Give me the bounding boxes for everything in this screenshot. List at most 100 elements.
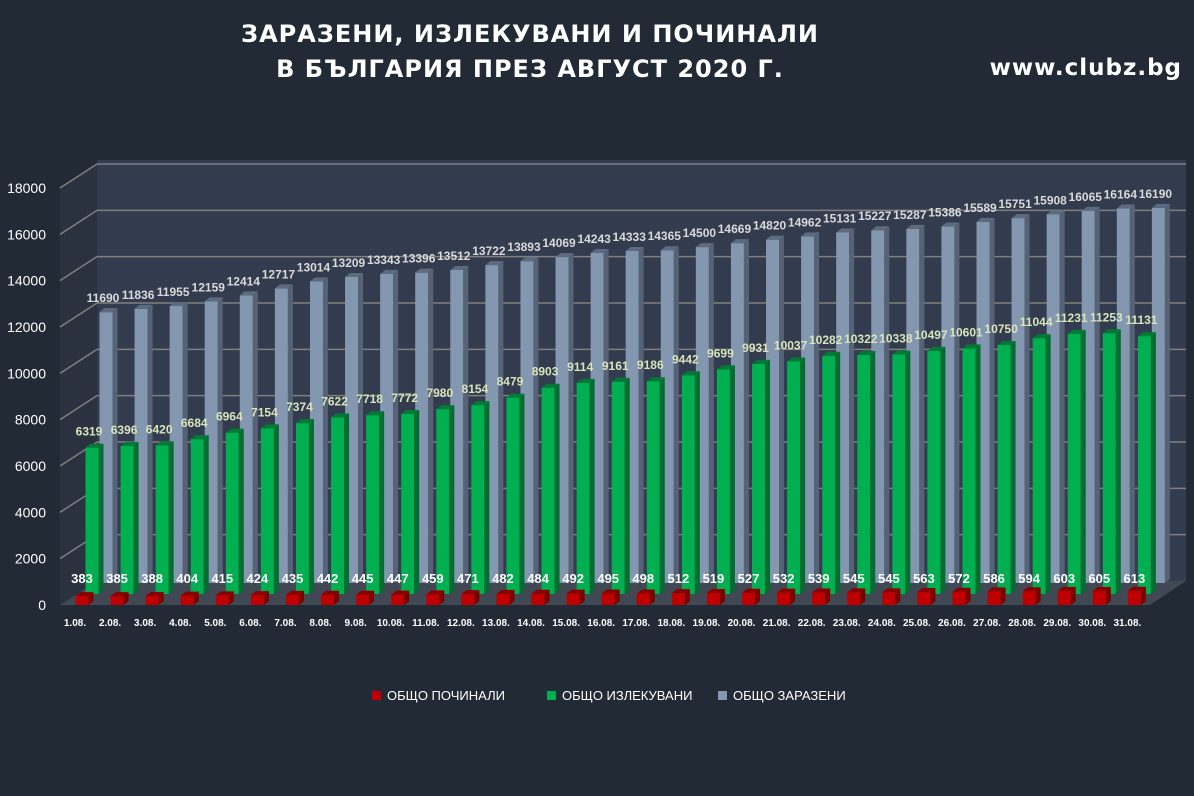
data-label-0: 586 xyxy=(983,571,1005,586)
bar-1-side xyxy=(273,424,279,594)
data-label-0: 512 xyxy=(668,571,690,586)
bar-1-top xyxy=(190,435,209,440)
bar-0-top xyxy=(601,589,620,594)
bar-1-front xyxy=(787,361,801,594)
bar-0-top xyxy=(777,588,796,593)
bar-2-top xyxy=(204,297,223,302)
data-label-2: 14500 xyxy=(683,226,717,240)
data-label-0: 471 xyxy=(457,571,479,586)
bar-0-side xyxy=(1105,586,1111,605)
data-label-1: 11231 xyxy=(1055,311,1088,325)
data-label-1: 7622 xyxy=(321,394,348,408)
bar-0-front xyxy=(706,592,720,605)
x-tick-label: 15.08. xyxy=(552,618,580,629)
data-label-0: 435 xyxy=(282,571,304,586)
bar-1-top xyxy=(541,383,560,388)
bar-2-top xyxy=(1046,210,1065,215)
bar-0-top xyxy=(215,591,234,596)
bar-0-side xyxy=(1070,587,1076,605)
data-label-2: 13209 xyxy=(332,256,366,270)
bar-0-front xyxy=(987,591,1001,605)
bar-0-side xyxy=(228,591,234,605)
x-tick-label: 30.08. xyxy=(1078,618,1106,629)
bar-2-side xyxy=(568,253,574,583)
bar-1-top xyxy=(716,365,735,370)
bar-0-top xyxy=(812,588,831,593)
bar-2-side xyxy=(393,269,399,583)
bar-0-top xyxy=(742,588,761,593)
bar-0-top xyxy=(706,588,725,593)
bar-0-top xyxy=(496,589,515,594)
data-label-2: 14333 xyxy=(613,230,647,244)
gridline-side xyxy=(59,302,98,328)
bar-1-top xyxy=(927,346,946,351)
bar-0-side xyxy=(895,588,901,605)
data-label-1: 10282 xyxy=(809,333,843,347)
x-tick-label: 26.08. xyxy=(938,618,966,629)
bar-1-top xyxy=(1137,332,1156,337)
y-tick-label: 4000 xyxy=(15,504,46,520)
bar-1-side xyxy=(344,413,350,594)
data-label-1: 7772 xyxy=(391,391,418,405)
bar-0-front xyxy=(1022,591,1036,605)
legend-item-infected: ОБЩО ЗАРАЗЕНИ xyxy=(718,688,846,703)
bar-1-top xyxy=(681,371,700,376)
data-label-0: 498 xyxy=(632,571,654,586)
data-label-0: 613 xyxy=(1124,571,1146,586)
bar-1-side xyxy=(133,441,139,594)
bar-2-top xyxy=(590,249,609,254)
bar-0-side xyxy=(474,590,480,605)
data-label-0: 492 xyxy=(562,571,584,586)
data-label-0: 519 xyxy=(703,571,725,586)
chart-title-line-2: В БЪЛГАРИЯ ПРЕЗ АВГУСТ 2020 Г. xyxy=(276,55,784,83)
bar-2-side xyxy=(814,232,820,583)
data-label-1: 6319 xyxy=(76,425,103,439)
bar-0-side xyxy=(369,590,375,605)
bar-2-side xyxy=(463,265,469,583)
bar-1-side xyxy=(975,344,981,594)
bar-1-side xyxy=(765,359,771,594)
bar-2-side xyxy=(603,249,609,583)
bar-0-front xyxy=(321,594,335,605)
bar-0-top xyxy=(75,592,94,597)
y-tick-label: 16000 xyxy=(7,226,46,242)
bar-1-front xyxy=(190,439,204,594)
bar-2-side xyxy=(112,308,118,583)
bar-1-front xyxy=(752,363,766,594)
data-label-0: 424 xyxy=(247,571,269,586)
bar-0-top xyxy=(952,587,971,592)
chart-title-line-1: ЗАРАЗЕНИ, ИЗЛЕКУВАНИ И ПОЧИНАЛИ xyxy=(241,20,819,48)
bar-1-top xyxy=(962,344,981,349)
bar-1-side xyxy=(414,409,420,594)
x-tick-label: 4.08. xyxy=(169,618,191,629)
bar-1-front xyxy=(1102,333,1116,594)
y-tick-label: 10000 xyxy=(7,365,46,381)
bar-0-top xyxy=(1022,587,1041,592)
bar-2-top xyxy=(730,239,749,244)
bar-0-front xyxy=(917,591,931,605)
bar-1-top xyxy=(331,413,350,418)
bar-1-side xyxy=(98,443,104,594)
bar-1-front xyxy=(611,381,625,594)
bar-2-top xyxy=(450,265,469,270)
bar-0-front xyxy=(426,594,440,605)
bar-0-front xyxy=(812,592,826,605)
bar-1-side xyxy=(729,365,735,594)
x-tick-label: 13.08. xyxy=(482,618,510,629)
bar-1-front xyxy=(927,350,941,594)
bar-0-front xyxy=(566,593,580,605)
data-label-0: 484 xyxy=(527,571,549,586)
gridline-side xyxy=(59,348,98,374)
bar-2-side xyxy=(252,291,258,583)
bar-0-side xyxy=(88,592,94,605)
bar-1-front xyxy=(225,432,239,594)
bar-2-top xyxy=(239,291,258,296)
data-label-0: 572 xyxy=(948,571,970,586)
bar-2-side xyxy=(498,261,504,583)
data-label-0: 545 xyxy=(843,571,865,586)
bar-0-side xyxy=(439,590,445,605)
x-tick-label: 24.08. xyxy=(868,618,896,629)
bar-0-side xyxy=(719,588,725,605)
bar-1-top xyxy=(787,357,806,362)
bar-0-top xyxy=(426,590,445,595)
